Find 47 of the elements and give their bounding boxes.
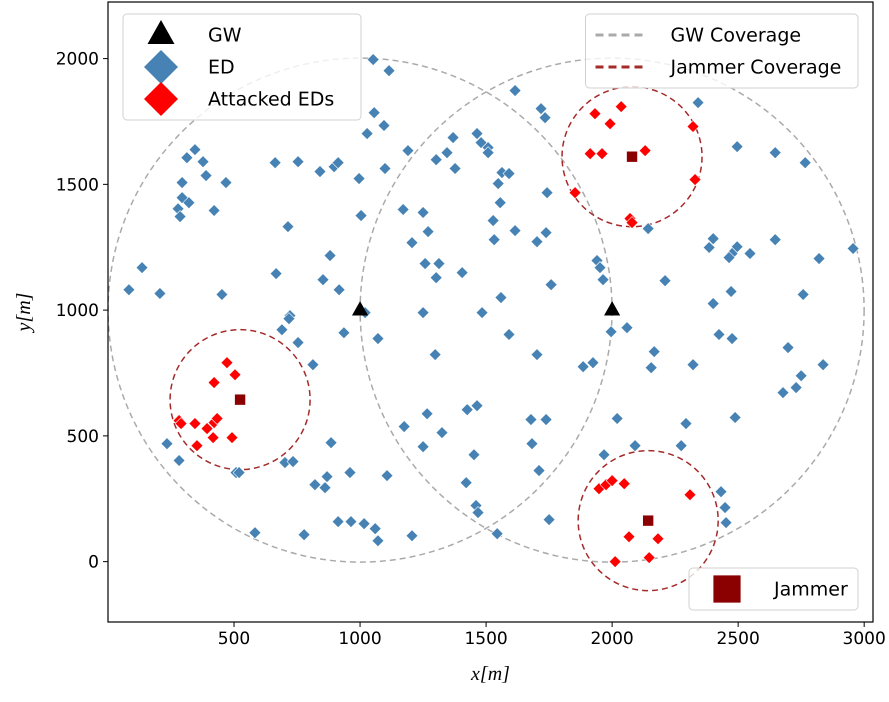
point — [688, 173, 702, 186]
point — [200, 422, 214, 435]
y-tick-label: 1500 — [56, 175, 99, 196]
point — [210, 412, 224, 425]
x-tick-label: 2500 — [716, 629, 760, 649]
point — [568, 186, 582, 199]
point — [188, 417, 202, 430]
point — [584, 147, 596, 160]
y-tick-label: 1000 — [56, 301, 99, 322]
x-tick-label: 1500 — [464, 629, 508, 649]
point — [622, 530, 636, 544]
point — [588, 107, 602, 120]
annotation: Jammer Coverage — [670, 56, 842, 79]
legend-label: Attacked EDs — [208, 88, 334, 111]
x-tick-label: 500 — [218, 629, 250, 649]
point — [592, 482, 606, 495]
annotation: GW Coverage — [670, 24, 802, 47]
point — [190, 439, 204, 452]
legend-label: GW — [208, 24, 242, 47]
x-axis-title: x[m] — [470, 663, 510, 685]
y-axis-title: y[m] — [13, 292, 35, 334]
y-tick-label: 2000 — [56, 50, 99, 70]
point — [626, 216, 638, 229]
x-tick-label: 3000 — [842, 629, 886, 649]
point — [684, 488, 696, 502]
point — [174, 417, 188, 430]
legend-label: Jammer — [773, 578, 848, 601]
point — [652, 532, 664, 546]
point — [618, 477, 631, 490]
point — [208, 376, 220, 389]
legend-label: ED — [208, 56, 235, 79]
y-tick-label: 500 — [66, 426, 99, 447]
x-tick-label: 1000 — [338, 629, 382, 649]
point — [596, 147, 608, 160]
point — [228, 368, 242, 382]
point — [638, 144, 652, 157]
point — [614, 100, 628, 113]
point — [642, 551, 656, 564]
point — [608, 555, 622, 568]
point — [606, 474, 618, 487]
point — [686, 120, 700, 133]
point — [206, 431, 220, 444]
point — [226, 431, 238, 444]
point — [604, 117, 616, 130]
y-tick-label: 0 — [88, 552, 99, 573]
x-tick-label: 2000 — [590, 629, 634, 649]
point — [220, 356, 234, 369]
